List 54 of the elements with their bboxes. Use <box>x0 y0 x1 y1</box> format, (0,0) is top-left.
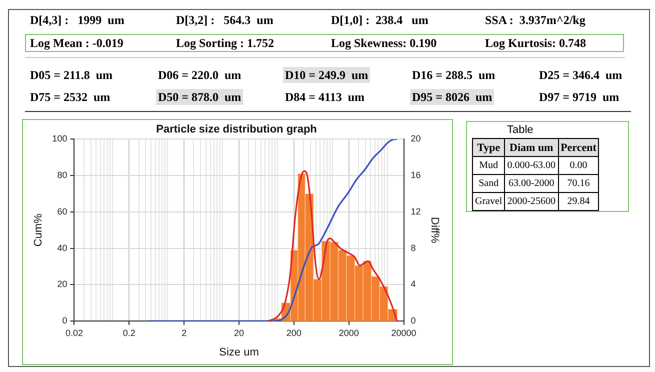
y-axis-title: Cum% <box>32 213 45 247</box>
text: Log Sorting : 1.752 <box>176 36 274 50</box>
text: D05 = 211.8 um <box>30 68 113 82</box>
text: 70.16 <box>567 178 590 189</box>
text: 2000-25600 <box>507 196 556 207</box>
y2-tick-label: 0 <box>410 315 416 326</box>
x-axis-title: Size um <box>219 346 259 358</box>
text: D06 = 220.0 um <box>158 68 242 82</box>
text: D84 = 4113 um <box>285 90 365 104</box>
text: Percent <box>560 142 596 154</box>
y-tick-label: 80 <box>57 170 68 180</box>
text: D[3,2] : 564.3 um <box>176 13 274 27</box>
text: Mud <box>479 160 498 171</box>
y-tick-label: 0 <box>62 315 68 326</box>
text: D16 = 288.5 um <box>412 68 496 82</box>
text: Diam um <box>510 142 554 154</box>
text: D[1,0] : 238.4 um <box>331 13 428 27</box>
y2-tick-label: 8 <box>410 242 416 253</box>
text: Log Skewness: 0.190 <box>331 36 437 50</box>
x-tick-label: 2000 <box>338 328 359 338</box>
text: Sand <box>478 178 499 189</box>
y-tick-label: 100 <box>52 134 68 144</box>
text: Table <box>507 124 534 136</box>
text: Gravel <box>475 196 502 207</box>
x-tick-label: 20 <box>234 328 244 338</box>
text: 63.00-2000 <box>508 178 554 189</box>
text: D95 = 8026 um <box>412 90 492 104</box>
text: D50 = 878.0 um <box>158 90 242 104</box>
text: D75 = 2532 um <box>30 90 110 104</box>
text: Type <box>477 142 500 154</box>
text: D97 = 9719 um <box>539 90 620 104</box>
y-tick-label: 20 <box>57 279 68 290</box>
x-tick-label: 200 <box>286 328 302 338</box>
text: D10 = 249.9 um <box>285 68 368 82</box>
y2-tick-label: 20 <box>410 134 421 144</box>
chart-title: Particle size distribution graph <box>156 124 318 136</box>
x-tick-label: 2 <box>182 328 187 338</box>
text: D[4,3] : 1999 um <box>30 13 124 27</box>
y-tick-label: 60 <box>57 206 68 216</box>
y2-axis-title: Diff% <box>428 217 440 244</box>
y2-tick-label: 4 <box>410 279 416 290</box>
x-tick-label: 20000 <box>391 328 416 338</box>
text: 0.00 <box>570 160 588 171</box>
y2-tick-label: 16 <box>410 170 421 180</box>
text: SSA : 3.937m^2/kg <box>485 13 586 27</box>
y-tick-label: 40 <box>57 242 68 253</box>
text: Log Mean : -0.019 <box>30 36 124 50</box>
x-tick-label: 0.2 <box>122 328 136 338</box>
text: 0.000-63.00 <box>507 160 556 171</box>
text: Log Kurtosis: 0.748 <box>485 36 586 50</box>
y2-tick-label: 12 <box>410 206 421 216</box>
text: D25 = 346.4 um <box>539 68 622 82</box>
text: 29.84 <box>567 196 590 207</box>
x-tick-label: 0.02 <box>65 328 83 338</box>
